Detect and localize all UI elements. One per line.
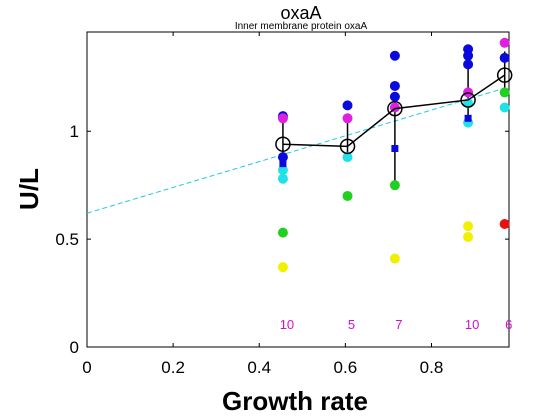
x-tick-label: 0.8 <box>420 358 444 377</box>
data-point <box>499 52 510 63</box>
data-point <box>499 102 510 113</box>
data-point <box>342 152 353 163</box>
square-marker <box>279 160 287 168</box>
data-point <box>277 227 288 238</box>
data-point <box>277 262 288 273</box>
data-point <box>389 253 400 264</box>
chart-subtitle: Inner membrane protein oxaA <box>235 21 368 32</box>
data-point <box>463 221 474 232</box>
x-tick-label: 0.4 <box>247 358 271 377</box>
data-point <box>463 231 474 242</box>
chart-title: oxaA <box>280 3 321 23</box>
y-ticks-group: 00.51 <box>55 122 509 357</box>
data-point <box>277 113 288 124</box>
data-point <box>277 173 288 184</box>
square-marker <box>391 145 399 153</box>
data-point <box>499 219 510 230</box>
sample-count-label: 7 <box>395 317 402 332</box>
square-markers-group <box>279 114 472 168</box>
mean-series-group <box>275 67 513 155</box>
y-tick-label: 1 <box>70 122 79 141</box>
data-point <box>389 50 400 61</box>
data-point <box>389 91 400 102</box>
square-marker <box>464 114 472 122</box>
data-point <box>389 80 400 91</box>
plot-area <box>86 31 510 348</box>
mean-marker <box>339 138 356 155</box>
points-group <box>277 37 510 273</box>
data-point <box>463 50 474 61</box>
data-point <box>389 180 400 191</box>
data-point <box>499 87 510 98</box>
data-point <box>342 190 353 201</box>
x-axis-label: Growth rate <box>222 386 368 416</box>
fit-line-group <box>86 87 505 214</box>
fit-line <box>86 87 505 214</box>
y-axis-label: U/L <box>14 168 44 210</box>
x-tick-label: 0.6 <box>334 358 358 377</box>
mean-marker <box>275 136 291 152</box>
x-tick-label: 0.2 <box>161 358 185 377</box>
data-point <box>499 37 510 48</box>
y-tick-label: 0 <box>70 338 79 357</box>
sample-count-label: 5 <box>348 317 355 332</box>
mean-marker <box>460 92 476 108</box>
y-tick-label: 0.5 <box>55 230 79 249</box>
sample-count-label: 10 <box>465 317 479 332</box>
x-tick-label: 0 <box>82 358 91 377</box>
data-point <box>342 100 353 111</box>
data-point <box>463 59 474 70</box>
counts-group: 10 5 7 10 6 <box>280 317 513 332</box>
sample-count-label: 6 <box>505 317 512 332</box>
mean-line <box>282 74 506 148</box>
mean-marker <box>387 100 403 117</box>
data-point <box>277 165 288 176</box>
x-ticks-group: 0 0.2 0.4 0.6 0.8 <box>82 32 443 377</box>
sample-count-label: 10 <box>280 317 294 332</box>
mean-marker <box>496 67 513 83</box>
data-point <box>342 113 353 124</box>
data-point <box>277 152 288 163</box>
